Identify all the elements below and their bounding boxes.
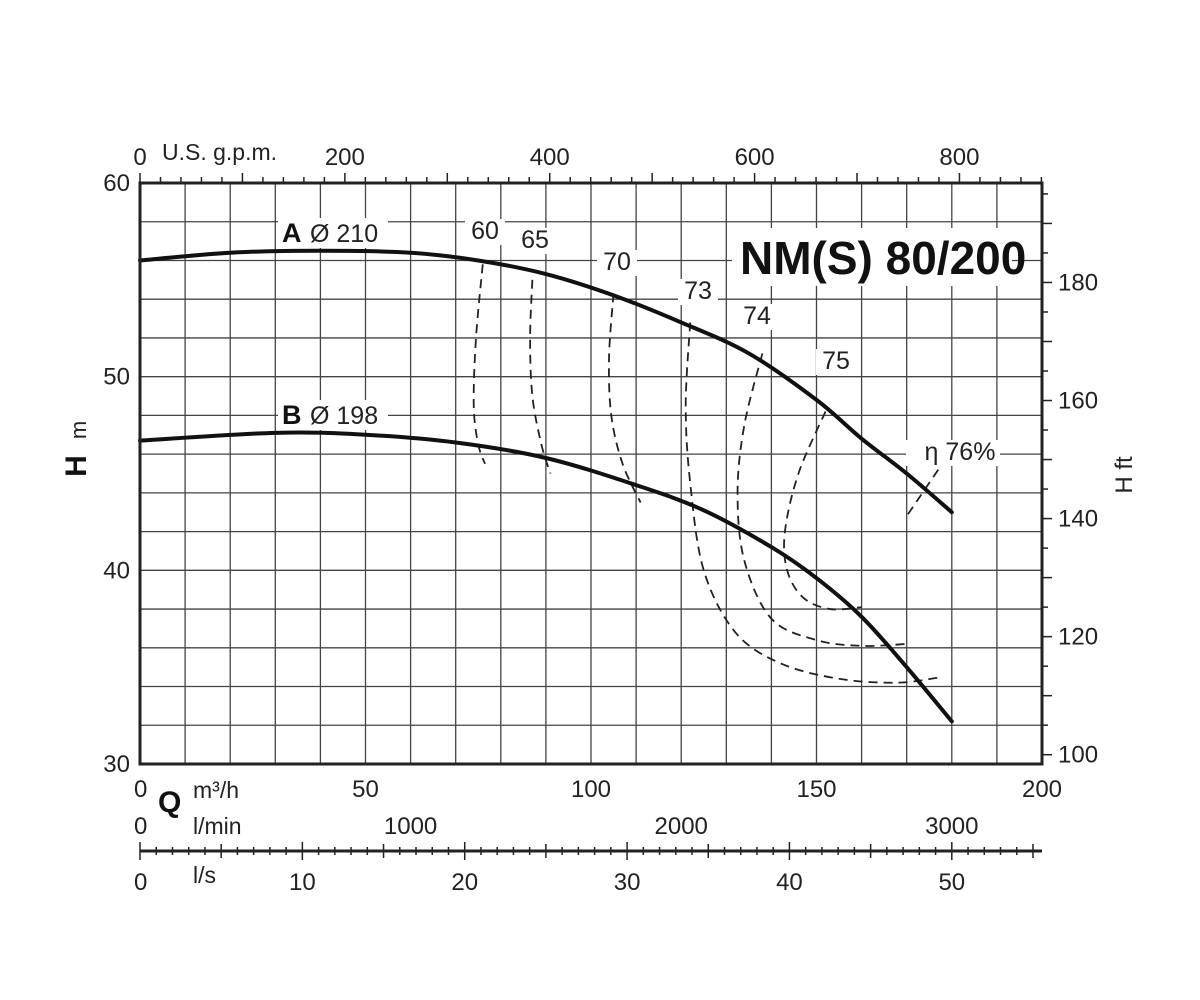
ls-tick-label: 50 (938, 869, 965, 896)
efficiency-label: 73 (684, 277, 712, 305)
efficiency-label-bg (737, 304, 777, 330)
efficiency-curve-7 (905, 469, 940, 517)
lmin-tick-label: 3000 (925, 813, 978, 840)
lmin-axis-unit: l/min (193, 813, 242, 839)
y-tick-label: 60 (103, 170, 130, 197)
tick-marks (139, 173, 1052, 756)
right-axis-label: H ft (1111, 456, 1138, 494)
ls-tick-label: 30 (614, 869, 641, 896)
x-tick-label: 200 (1022, 776, 1062, 803)
x-tick-label: 150 (796, 776, 836, 803)
efficiency-label: η 76% (925, 438, 996, 466)
ls-tick-label: 0 (134, 869, 147, 896)
efficiency-curve-1 (472, 264, 486, 465)
curve-diameter: Ø 198 (310, 402, 378, 430)
lmin-tick-label: 1000 (384, 813, 437, 840)
curve-diameter: Ø 210 (310, 220, 378, 248)
gpm-tick-label: 200 (325, 144, 365, 171)
title-background (732, 228, 1012, 286)
y-tick-label: 40 (103, 557, 130, 584)
y-axis-label: H m (60, 421, 93, 477)
efficiency-label-bg (597, 250, 637, 276)
x-tick-label: 100 (571, 776, 611, 803)
efficiency-label: 75 (822, 347, 850, 375)
curve-label-bg (278, 400, 388, 430)
efficiency-curve-4 (684, 322, 943, 684)
efficiency-label: 60 (471, 217, 499, 245)
y-axis-unit: m (66, 421, 91, 439)
curve-B (138, 430, 954, 724)
efficiency-label-bg (515, 228, 555, 254)
y-tick-label: 50 (103, 364, 130, 391)
x-axis-label: Q (158, 786, 181, 819)
efficiency-label: 70 (603, 248, 631, 276)
grid (139, 182, 1043, 765)
efficiency-label: 74 (743, 302, 771, 330)
x-axis-unit: m³/h (193, 777, 239, 803)
x-tick-label: 0 (134, 776, 147, 803)
chart-title: NM(S) 80/200 (740, 232, 1026, 284)
curve-name: B (282, 400, 302, 430)
ls-tick-label: 20 (451, 869, 478, 896)
efficiency-label-bg (816, 349, 856, 375)
efficiency-label-bg (678, 279, 718, 305)
efficiency-label: 65 (521, 226, 549, 254)
ls-scale-ticks (139, 842, 1034, 860)
gpm-tick-label: 800 (939, 144, 979, 171)
efficiency-curves: 60 65 70 73 74 75 η 76% (465, 217, 1000, 684)
efficiency-curve-6 (783, 411, 862, 611)
lmin-tick-label: 2000 (655, 813, 708, 840)
efficiency-label-bg (906, 440, 1000, 466)
gpm-tick-label: 400 (530, 144, 570, 171)
ft-tick-label: 140 (1058, 506, 1098, 533)
gpm-tick-label: 600 (735, 144, 775, 171)
ft-tick-label: 100 (1058, 742, 1098, 769)
gpm-tick-label: 0 (133, 144, 146, 171)
curve-name: A (282, 218, 302, 248)
efficiency-curve-3 (608, 293, 642, 503)
y-axis-letter: H (60, 455, 93, 477)
ft-tick-label: 180 (1058, 269, 1098, 296)
ft-tick-label: 120 (1058, 624, 1098, 651)
efficiency-curve-5 (736, 353, 907, 647)
efficiency-label-bg (465, 219, 505, 245)
lmin-tick-label: 0 (134, 813, 147, 840)
curve-label-bg (278, 218, 388, 248)
x-tick-label: 50 (352, 776, 379, 803)
performance-curves: A Ø 210 B Ø 198 (138, 218, 954, 724)
y-tick-label: 30 (103, 751, 130, 778)
ls-tick-label: 10 (289, 869, 316, 896)
gpm-axis-unit: U.S. g.p.m. (162, 139, 277, 165)
curve-A (138, 248, 954, 515)
ls-tick-label: 40 (776, 869, 803, 896)
ls-axis-unit: l/s (193, 862, 216, 888)
ft-tick-label: 160 (1058, 388, 1098, 415)
